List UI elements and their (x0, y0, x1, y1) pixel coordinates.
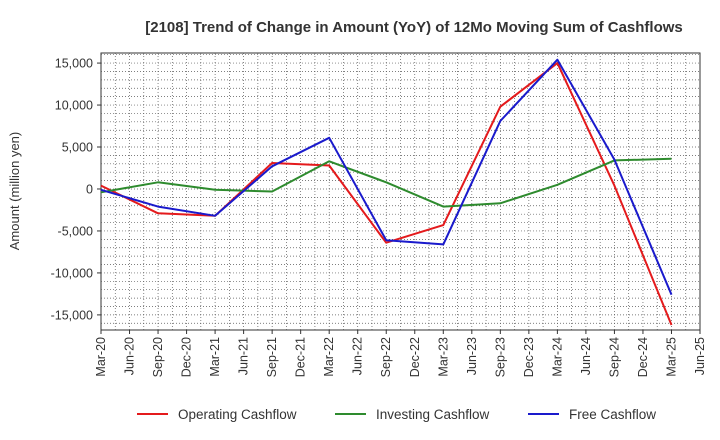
grid-layer (100, 52, 701, 331)
legend-label: Investing Cashflow (376, 407, 490, 422)
x-tick-label: Dec-21 (294, 337, 308, 377)
legend-item-free-cashflow: Free Cashflow (528, 407, 656, 422)
free-cashflow-line (100, 58, 673, 296)
y-tick-label: 0 (86, 182, 93, 196)
y-tick-label: -5,000 (58, 224, 93, 238)
y-tick-label: 15,000 (55, 57, 93, 71)
x-tick-label: Sep-21 (265, 337, 279, 377)
x-tick-label: Mar-20 (94, 337, 108, 377)
x-tick-label: Mar-24 (550, 337, 564, 377)
x-tick-label: Dec-23 (522, 337, 536, 377)
legend-label: Free Cashflow (569, 407, 656, 422)
axis-layer: 15,000 10,000 5,000 0 -5,000 -10,000 -15,000 Ma… (51, 57, 707, 378)
x-tick-label: Sep-22 (379, 337, 393, 377)
x-tick-label: Jun-23 (465, 337, 479, 375)
x-tick-label: Jun-21 (237, 337, 251, 375)
investing-cashflow-line (100, 157, 672, 208)
y-tick-label: -10,000 (51, 266, 93, 280)
legend-item-operating-cashflow: Operating Cashflow (137, 407, 297, 422)
legend: Operating Cashflow Investing Cashflow Free… (137, 407, 656, 422)
x-tick-label: Mar-22 (322, 337, 336, 377)
x-tick-label: Jun-20 (123, 337, 137, 375)
x-tick-label: Jun-25 (693, 337, 707, 375)
y-tick-label: 5,000 (62, 141, 93, 155)
x-tick-label: Jun-24 (579, 337, 593, 375)
x-tick-label: Dec-24 (636, 337, 650, 377)
operating-cashflow-line (100, 62, 673, 326)
x-tick-label: Mar-25 (664, 337, 678, 377)
x-tick-label: Sep-23 (493, 337, 507, 377)
x-tick-label: Jun-22 (351, 337, 365, 375)
y-tick-label: -15,000 (51, 308, 93, 322)
x-tick-label: Mar-21 (208, 337, 222, 377)
x-tick-label: Dec-20 (180, 337, 194, 377)
chart-title: [2108] Trend of Change in Amount (YoY) o… (145, 19, 683, 36)
y-tick-label: 10,000 (55, 99, 93, 113)
x-tick-label: Sep-20 (151, 337, 165, 377)
x-tick-label: Mar-23 (436, 337, 450, 377)
legend-label: Operating Cashflow (178, 407, 297, 422)
legend-item-investing-cashflow: Investing Cashflow (335, 407, 490, 422)
y-axis-label: Amount (million yen) (7, 132, 22, 251)
series-layer (100, 58, 673, 326)
x-tick-label: Sep-24 (607, 337, 621, 377)
x-tick-label: Dec-22 (408, 337, 422, 377)
